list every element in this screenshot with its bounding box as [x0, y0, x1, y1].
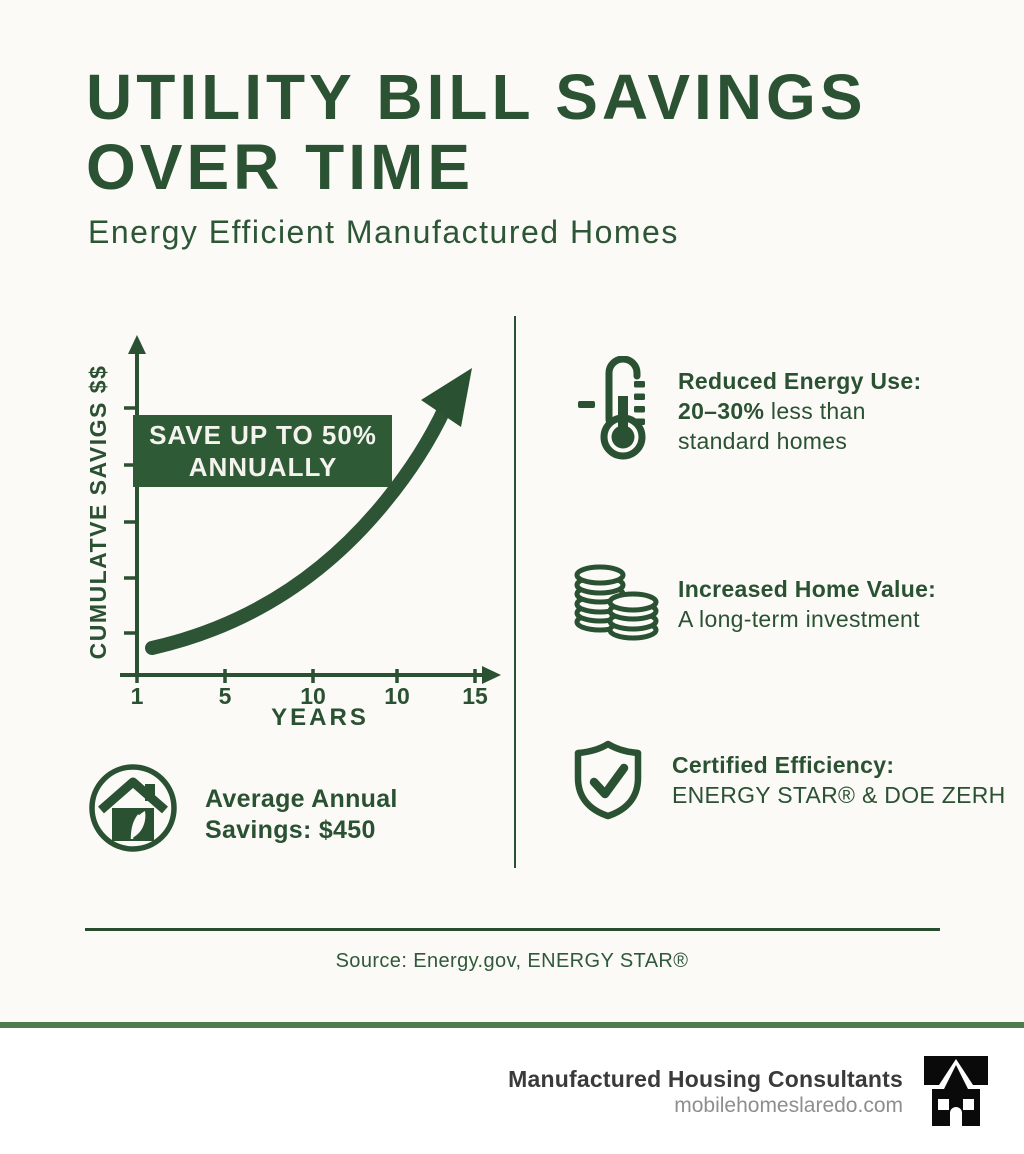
- x-tick-label: 1: [131, 683, 144, 709]
- growth-arrow-icon: [421, 368, 472, 427]
- benefit-desc-line1: ENERGY STAR® & DOE ZERH: [672, 782, 1006, 808]
- annotation-line1: SAVE UP TO 50%: [149, 420, 377, 450]
- growth-curve: [145, 401, 452, 655]
- benefit-certified: Certified Efficiency: ENERGY STAR® & DOE…: [672, 750, 1006, 810]
- callout-line1: Average Annual: [205, 785, 398, 813]
- vertical-divider: [514, 316, 516, 868]
- source-text: Source: Energy.gov, ENERGY STAR®: [335, 950, 689, 972]
- benefit-desc-line1: 20–30% less than: [678, 398, 866, 424]
- savings-line-chart: CUMULATVE SAVIGS $$ 1 5 10 10 15 YEARS S…: [85, 335, 501, 730]
- source-divider: [85, 928, 940, 931]
- benefit-home-value: Increased Home Value: A long-term invest…: [678, 574, 936, 634]
- x-axis-label: YEARS: [271, 704, 369, 730]
- x-tick-label: 10: [300, 683, 326, 709]
- benefit-title: Increased Home Value:: [678, 576, 937, 602]
- footer-company-name: Manufactured Housing Consultants: [508, 1066, 903, 1092]
- benefit-desc-line1: A long-term investment: [678, 606, 920, 632]
- y-axis-label: CUMULATVE SAVIGS $$: [85, 365, 111, 660]
- annotation-line2: ANNUALLY: [189, 452, 338, 482]
- x-tick-label: 15: [462, 683, 488, 709]
- footer-website: mobilehomeslaredo.com: [674, 1094, 903, 1117]
- benefit-title: Reduced Energy Use:: [678, 368, 922, 394]
- page-title: UTILITY BILL SAVINGS OVER TIME: [86, 62, 867, 202]
- benefit-reduced-energy: Reduced Energy Use: 20–30% less than sta…: [678, 366, 921, 456]
- title-line2: OVER TIME: [86, 131, 475, 203]
- x-tick-label: 5: [219, 683, 232, 709]
- annotation-banner: [133, 415, 392, 487]
- thermometer-minus-icon: [578, 356, 646, 460]
- x-axis-arrow-icon: [482, 666, 501, 684]
- page-subtitle: Energy Efficient Manufactured Homes: [88, 214, 679, 250]
- title-line1: UTILITY BILL SAVINGS: [86, 61, 867, 133]
- benefit-title: Certified Efficiency:: [672, 752, 895, 778]
- benefit-desc-line2: standard homes: [678, 428, 848, 454]
- footer: [0, 1028, 1024, 1154]
- house-logo-icon: [924, 1056, 988, 1126]
- shield-check-icon: [574, 740, 642, 820]
- footer-accent-bar: [0, 1022, 1024, 1028]
- coins-stack-icon: [574, 564, 659, 641]
- y-axis-arrow-icon: [128, 335, 146, 354]
- average-savings-callout: Average Annual Savings: $450: [205, 784, 398, 846]
- eco-home-circle-icon: [89, 764, 177, 852]
- x-tick-label: 10: [384, 683, 410, 709]
- callout-line2: Savings: $450: [205, 816, 376, 844]
